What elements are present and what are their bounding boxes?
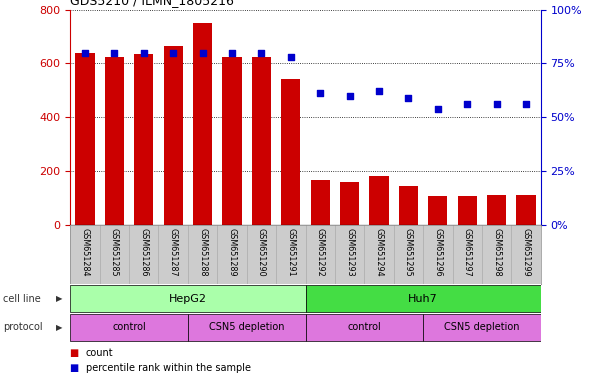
Bar [222, 56, 241, 225]
Bar [70, 285, 306, 312]
Point [345, 93, 354, 99]
Text: GDS5210 / ILMN_1805216: GDS5210 / ILMN_1805216 [70, 0, 234, 7]
Bar [428, 196, 447, 225]
Point [80, 50, 90, 56]
Text: percentile rank within the sample: percentile rank within the sample [86, 362, 251, 373]
Bar [105, 56, 124, 225]
Point [198, 50, 208, 56]
Text: CSN5 depletion: CSN5 depletion [209, 322, 285, 333]
Text: GSM651286: GSM651286 [139, 228, 148, 277]
Text: GSM651299: GSM651299 [522, 228, 530, 277]
Point [227, 50, 237, 56]
Point [521, 101, 531, 107]
Point [257, 50, 266, 56]
Point [315, 90, 325, 96]
Text: GSM651288: GSM651288 [198, 228, 207, 277]
Text: HepG2: HepG2 [169, 293, 207, 304]
Point [286, 54, 296, 60]
Text: CSN5 depletion: CSN5 depletion [444, 322, 520, 333]
Text: GSM651284: GSM651284 [81, 228, 89, 277]
Bar [75, 53, 95, 225]
Bar [252, 56, 271, 225]
Text: GSM651287: GSM651287 [169, 228, 178, 277]
Bar [281, 79, 301, 225]
Bar [134, 54, 153, 225]
Text: ■: ■ [70, 348, 82, 358]
Text: count: count [86, 348, 113, 358]
Text: control: control [112, 322, 146, 333]
Point [109, 50, 119, 56]
Text: control: control [348, 322, 381, 333]
Text: GSM651296: GSM651296 [433, 228, 442, 277]
Text: GSM651294: GSM651294 [375, 228, 384, 277]
Bar [399, 186, 418, 225]
Point [463, 101, 472, 107]
Point [374, 88, 384, 94]
Bar [423, 314, 541, 341]
Text: ▶: ▶ [56, 323, 63, 332]
Text: cell line: cell line [3, 293, 41, 304]
Text: GSM651293: GSM651293 [345, 228, 354, 277]
Bar [193, 23, 212, 225]
Point [139, 50, 148, 56]
Bar [310, 180, 330, 225]
Bar [70, 314, 188, 341]
Bar [306, 314, 423, 341]
Text: GSM651298: GSM651298 [492, 228, 501, 277]
Text: GSM651291: GSM651291 [287, 228, 295, 277]
Text: ▶: ▶ [56, 294, 63, 303]
Text: ■: ■ [70, 362, 82, 373]
Bar [487, 195, 506, 225]
Point [433, 106, 443, 112]
Bar [306, 285, 541, 312]
Text: GSM651290: GSM651290 [257, 228, 266, 277]
Text: GSM651289: GSM651289 [227, 228, 236, 277]
Text: GSM651297: GSM651297 [463, 228, 472, 277]
Text: GSM651292: GSM651292 [316, 228, 324, 277]
Text: Huh7: Huh7 [408, 293, 438, 304]
Bar [188, 314, 306, 341]
Bar [458, 195, 477, 225]
Text: protocol: protocol [3, 322, 43, 333]
Bar [370, 176, 389, 225]
Point [168, 50, 178, 56]
Bar [164, 46, 183, 225]
Bar [516, 195, 536, 225]
Text: GSM651295: GSM651295 [404, 228, 413, 277]
Point [492, 101, 502, 107]
Text: GSM651285: GSM651285 [110, 228, 119, 277]
Point [403, 95, 413, 101]
Bar [340, 182, 359, 225]
